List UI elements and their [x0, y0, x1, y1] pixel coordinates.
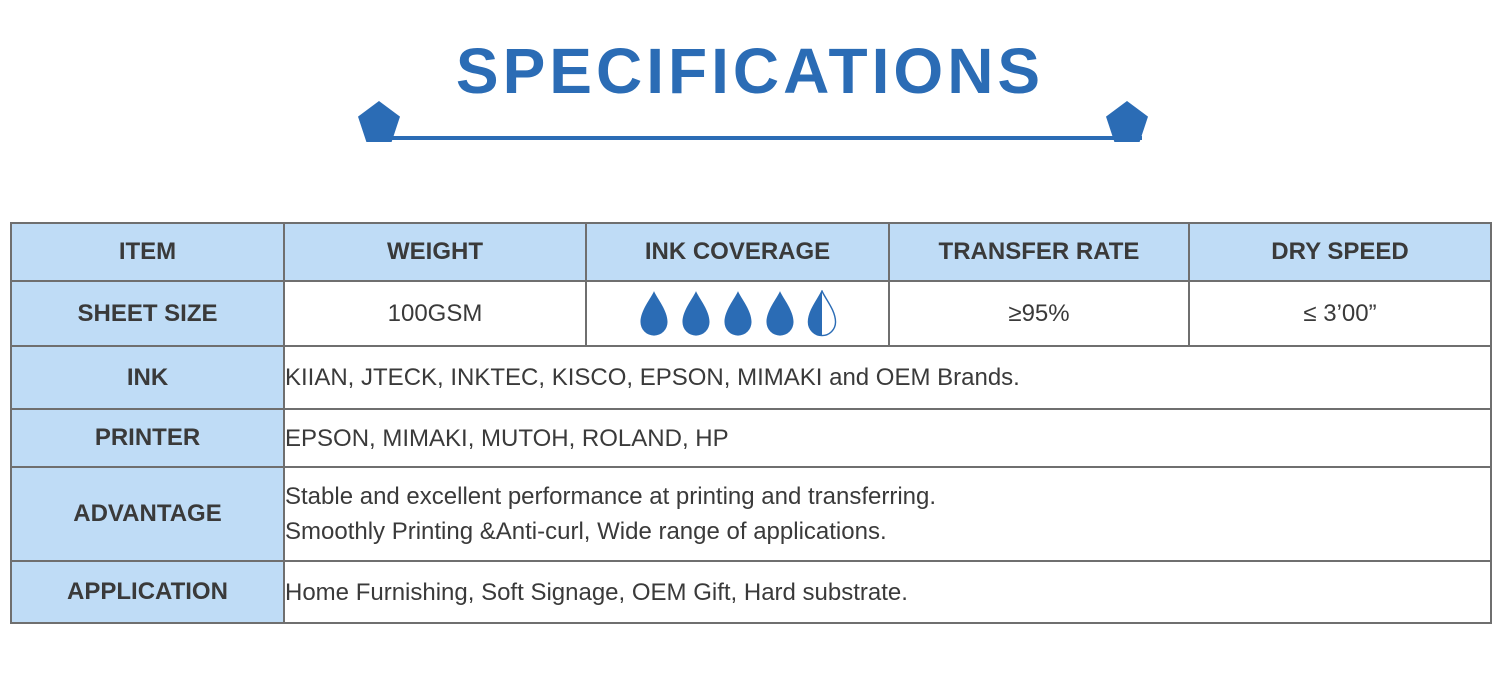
ink-drop-full-icon	[765, 291, 794, 336]
table-row-advantage: ADVANTAGE Stable and excellent performan…	[10, 466, 1492, 562]
specifications-table: ITEM WEIGHT INK COVERAGE TRANSFER RATE D…	[10, 222, 1492, 624]
cell-ink-value: KIIAN, JTECK, INKTEC, KISCO, EPSON, MIMA…	[283, 345, 1492, 410]
header-cell-dry-speed: DRY SPEED	[1188, 222, 1492, 282]
row-label-sheet-size: SHEET SIZE	[10, 280, 285, 347]
header-cell-transfer-rate: TRANSFER RATE	[888, 222, 1190, 282]
cell-transfer-rate-value: ≥95%	[888, 280, 1190, 347]
advantage-line-2: Smoothly Printing &Anti-curl, Wide range…	[285, 518, 887, 545]
cell-weight-value: 100GSM	[283, 280, 587, 347]
cell-application-value: Home Furnishing, Soft Signage, OEM Gift,…	[283, 560, 1492, 624]
header-cell-ink-coverage: INK COVERAGE	[585, 222, 890, 282]
cell-dry-speed-value: ≤ 3’00”	[1188, 280, 1492, 347]
title-divider-line	[366, 136, 1142, 140]
row-label-advantage: ADVANTAGE	[10, 466, 285, 562]
cell-advantage-value: Stable and excellent performance at prin…	[283, 466, 1492, 562]
advantage-line-1: Stable and excellent performance at prin…	[285, 483, 937, 510]
ink-drop-half-icon	[807, 290, 836, 337]
ink-drop-full-icon	[681, 291, 710, 336]
cell-ink-coverage-value	[585, 280, 890, 347]
ink-drop-full-icon	[639, 291, 668, 336]
page-title: SPECIFICATIONS	[455, 35, 1045, 107]
header-cell-item: ITEM	[10, 222, 285, 282]
row-label-printer: PRINTER	[10, 408, 285, 468]
ink-coverage-drops	[588, 290, 887, 337]
table-row-printer: PRINTER EPSON, MIMAKI, MUTOH, ROLAND, HP	[10, 408, 1492, 468]
table-row-application: APPLICATION Home Furnishing, Soft Signag…	[10, 560, 1492, 624]
row-label-application: APPLICATION	[10, 560, 285, 624]
table-header-row: ITEM WEIGHT INK COVERAGE TRANSFER RATE D…	[10, 222, 1492, 282]
ink-drop-full-icon	[723, 291, 752, 336]
header-cell-weight: WEIGHT	[283, 222, 587, 282]
cell-printer-value: EPSON, MIMAKI, MUTOH, ROLAND, HP	[283, 408, 1492, 468]
row-label-ink: INK	[10, 345, 285, 410]
table-row-sheet-size: SHEET SIZE 100GSM ≥95% ≤ 3’00”	[10, 280, 1492, 347]
table-row-ink: INK KIIAN, JTECK, INKTEC, KISCO, EPSON, …	[10, 345, 1492, 410]
